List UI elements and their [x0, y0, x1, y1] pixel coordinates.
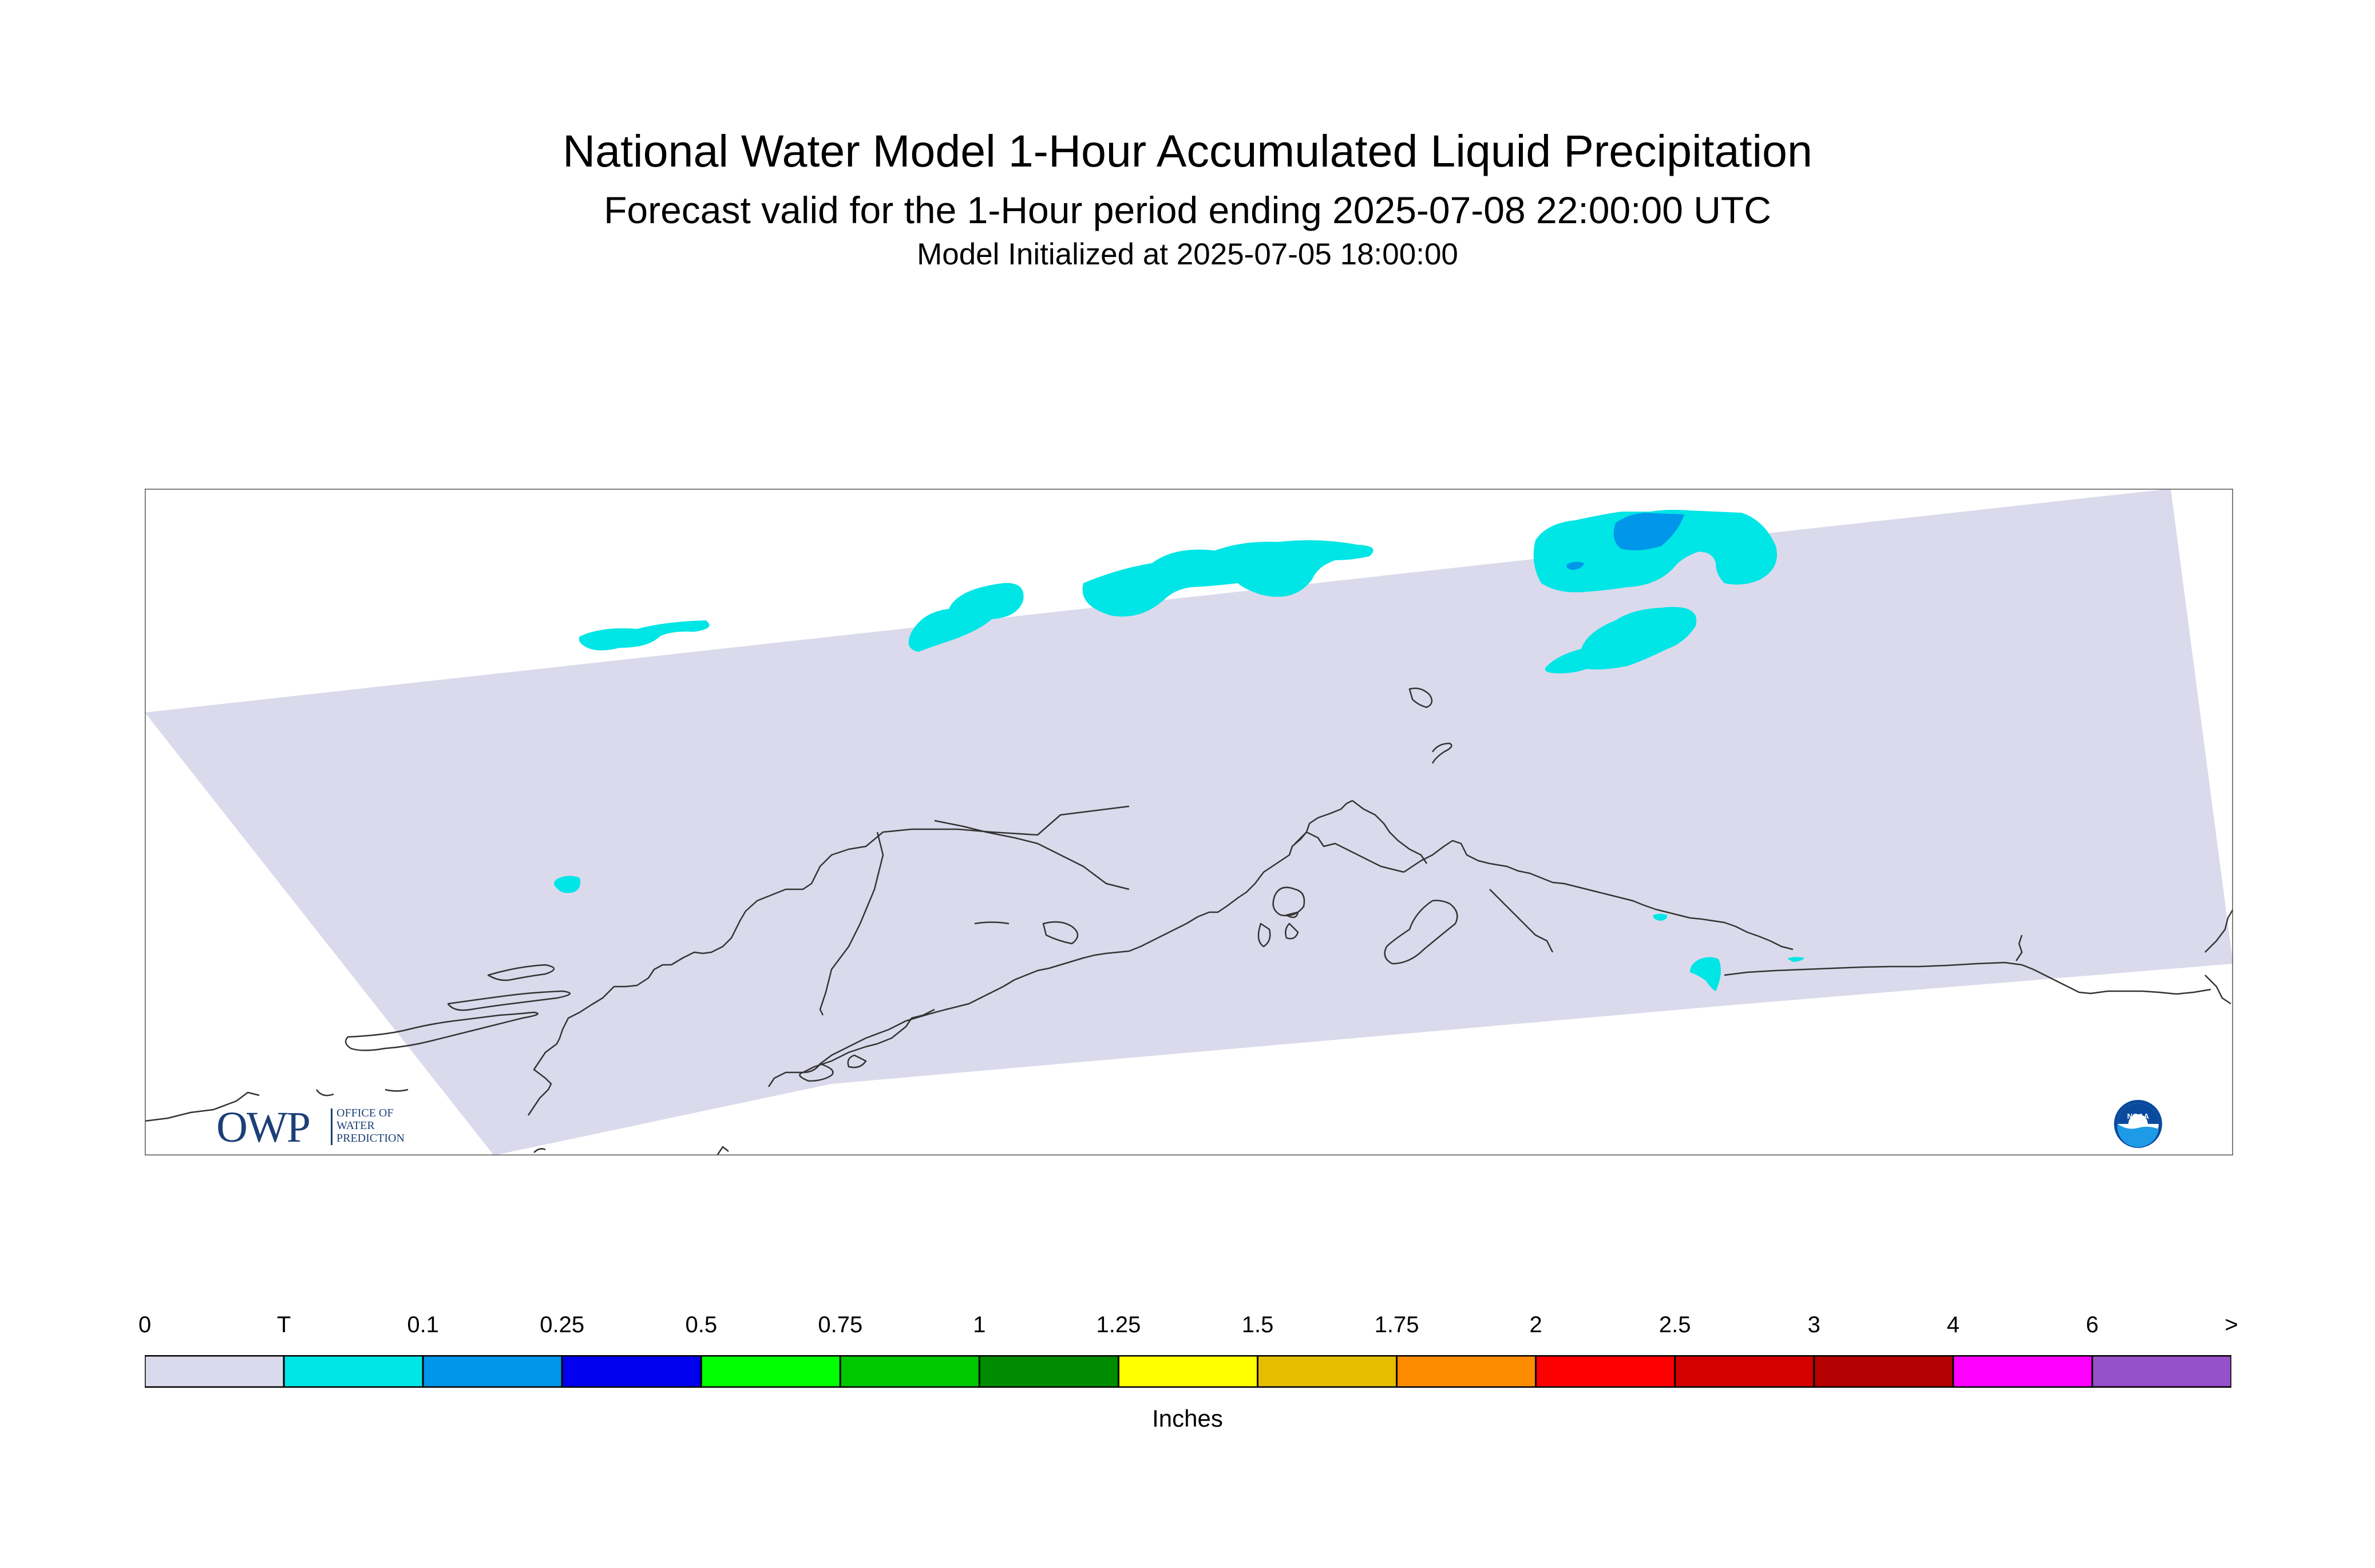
legend-bin: [422, 1355, 563, 1388]
legend-bin: [561, 1355, 702, 1388]
precip-area: [1613, 513, 1684, 551]
legend-tick-label: 2: [1529, 1312, 1542, 1337]
map-frame: [145, 489, 2233, 1155]
legend-tick-label: 0.5: [685, 1312, 718, 1337]
legend-bin: [2091, 1355, 2231, 1388]
precip-area: [1690, 957, 1721, 991]
legend-tick-label: 3: [1807, 1312, 1820, 1337]
owp-logo-line2: WATER: [337, 1119, 375, 1132]
map-subtitle-valid-time: Forecast valid for the 1-Hour period end…: [604, 189, 1771, 231]
map-subtitle-init-time: Model Initialized at 2025-07-05 18:00:00: [917, 237, 1458, 271]
precip-area: [579, 620, 710, 651]
legend-bin: [1257, 1355, 1398, 1388]
legend-tick-label: 1.25: [1096, 1312, 1141, 1337]
legend-bin: [1535, 1355, 1676, 1388]
noaa-logo-text: NOAA: [2127, 1112, 2150, 1120]
noaa-logo: NOAA: [2114, 1100, 2162, 1148]
legend-bin: [283, 1355, 424, 1388]
legend-bin: [1813, 1355, 1954, 1388]
precip-area: [1653, 913, 1668, 921]
legend-tick-label: 2.5: [1658, 1312, 1691, 1337]
legend-tick-label: >: [2224, 1312, 2238, 1337]
legend-tick-label: 6: [2085, 1312, 2099, 1337]
legend-bin: [978, 1355, 1119, 1388]
precip-area: [1082, 540, 1373, 617]
precip-light-areas: [1566, 513, 1684, 570]
precipitation-map: [145, 489, 2233, 1155]
legend-tick-label: 0.25: [540, 1312, 585, 1337]
precip-area: [1545, 607, 1697, 674]
model-domain: [145, 489, 2233, 1155]
owp-logo-divider: [331, 1108, 332, 1145]
legend-bin: [1117, 1355, 1259, 1388]
owp-logo-letters: OWP: [216, 1103, 311, 1151]
legend-bin: [1396, 1355, 1537, 1388]
precip-area: [1787, 957, 1804, 962]
legend-tick-label: 0.75: [818, 1312, 863, 1337]
legend-bin: [839, 1355, 980, 1388]
legend-tick-label: 0: [138, 1312, 152, 1337]
legend-bin: [1674, 1355, 1815, 1388]
precip-trace-areas: [554, 509, 1804, 991]
coastlines: [145, 687, 2233, 1155]
legend-bin: [1952, 1355, 2093, 1388]
legend-tick-label: 4: [1946, 1312, 1960, 1337]
legend-tick-label: 1: [973, 1312, 986, 1337]
precip-area: [1533, 509, 1777, 592]
legend-tick-label: 1.5: [1241, 1312, 1274, 1337]
precip-area: [1566, 561, 1584, 570]
legend-bin: [700, 1355, 841, 1388]
legend-bin: [145, 1355, 285, 1388]
owp-logo-line3: PREDICTION: [337, 1132, 405, 1145]
legend-tick-label: 1.75: [1374, 1312, 1419, 1337]
owp-logo-line1: OFFICE OF: [337, 1107, 394, 1119]
precip-area: [554, 876, 581, 893]
precip-area: [908, 583, 1024, 652]
legend-units-label: Inches: [1152, 1405, 1223, 1432]
owp-logo: OWP OFFICE OF WATER PREDICTION: [216, 1103, 422, 1151]
legend-colorbar: [145, 1355, 2231, 1388]
legend-tick-label: 0.1: [407, 1312, 439, 1337]
map-title: National Water Model 1-Hour Accumulated …: [563, 125, 1812, 176]
legend-tick-label: T: [276, 1312, 291, 1337]
